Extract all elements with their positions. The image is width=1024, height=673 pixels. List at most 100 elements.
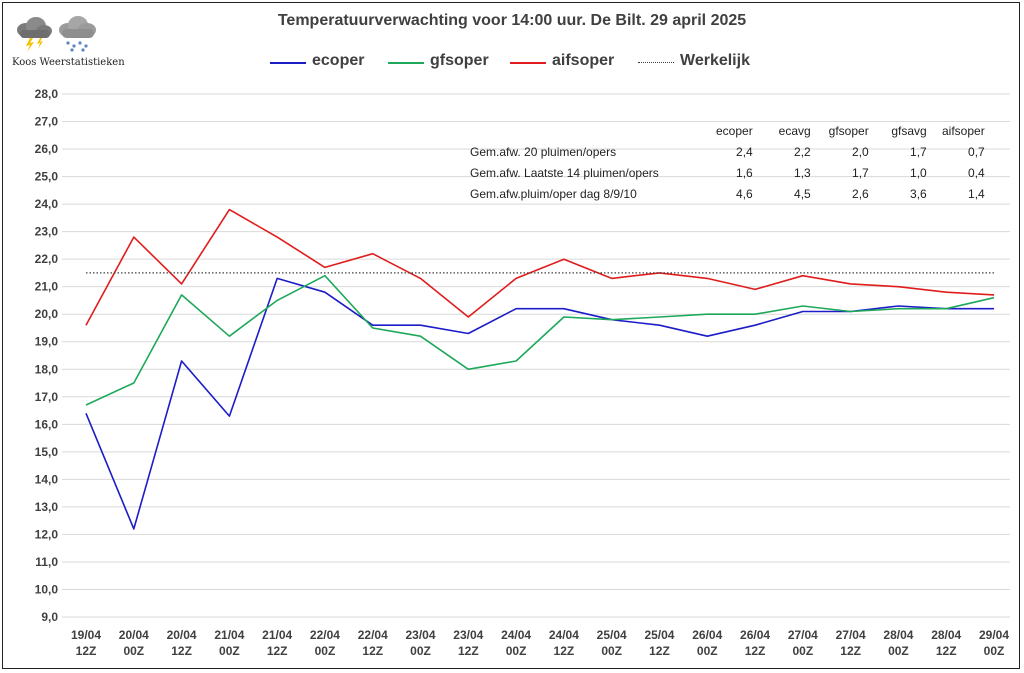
stats-row-label: Gem.afw. 20 pluimen/opers [470,144,617,159]
x-tick-label-date: 27/04 [788,628,818,642]
x-tick-label-time: 00Z [123,644,144,658]
y-tick-label: 23,0 [35,225,59,239]
x-tick-label-date: 22/04 [358,628,388,642]
x-tick-label-time: 00Z [506,644,527,658]
x-tick-label-date: 20/04 [119,628,149,642]
legend-swatch-ecoper [270,62,306,64]
y-tick-label: 14,0 [35,472,59,486]
legend-swatch-gfsoper [388,62,424,64]
y-tick-label: 19,0 [35,335,59,349]
stats-cell: 2,6 [852,186,869,201]
x-tick-label-date: 24/04 [501,628,531,642]
y-tick-label: 24,0 [35,197,59,211]
x-tick-label-time: 12Z [76,644,97,658]
x-tick-label-time: 12Z [362,644,383,658]
x-tick-label-time: 12Z [554,644,575,658]
stats-cell: 0,4 [968,165,985,180]
stats-cell: 1,0 [910,165,927,180]
x-tick-label-time: 12Z [840,644,861,658]
y-tick-label: 13,0 [35,500,59,514]
stats-cell: 1,7 [852,165,869,180]
legend-label-werkelijk: Werkelijk [680,52,750,69]
y-tick-label: 16,0 [35,417,59,431]
y-tick-label: 27,0 [35,115,59,129]
rain-cloud-icon [59,16,96,52]
stats-header-aifsoper: aifsoper [942,123,985,138]
stats-row: Gem.afw. Laatste 14 pluimen/opers 1,6 1,… [470,162,985,183]
y-tick-label: 10,0 [35,582,59,596]
x-tick-label-time: 12Z [936,644,957,658]
x-tick-label-date: 19/04 [71,628,101,642]
x-tick-label-date: 21/04 [214,628,244,642]
x-tick-label-time: 00Z [697,644,718,658]
stats-header-gfsoper: gfsoper [828,123,869,138]
stats-cell: 2,4 [736,144,753,159]
x-tick-label-time: 00Z [315,644,336,658]
x-tick-label-time: 00Z [601,644,622,658]
stats-row-label: Gem.afw. Laatste 14 pluimen/opers [470,165,659,180]
stats-cell: 2,0 [852,144,869,159]
stats-row: Gem.afw.pluim/oper dag 8/9/10 4,6 4,5 2,… [470,183,985,204]
thunder-cloud-icon [17,17,52,52]
x-tick-label-time: 00Z [984,644,1005,658]
x-tick-label-date: 20/04 [167,628,197,642]
legend-swatch-werkelijk [638,62,674,63]
y-tick-label: 26,0 [35,142,59,156]
y-tick-label: 12,0 [35,527,59,541]
x-tick-label-date: 23/04 [406,628,436,642]
stats-cell: 1,6 [736,165,753,180]
y-tick-label: 25,0 [35,170,59,184]
legend-label-ecoper: ecoper [312,52,365,69]
x-tick-label-date: 26/04 [740,628,770,642]
stats-header-ecavg: ecavg [778,123,811,138]
stats-cell: 4,5 [794,186,811,201]
stats-cell: 1,4 [968,186,985,201]
logo-text: Koos Weerstatistieken [12,57,125,68]
x-tick-label-date: 27/04 [836,628,866,642]
x-tick-label-date: 25/04 [597,628,627,642]
x-tick-label-date: 25/04 [644,628,674,642]
y-tick-label: 18,0 [35,362,59,376]
stats-header-gfsavg: gfsavg [891,123,927,138]
legend-label-gfsoper: gfsoper [430,52,489,69]
weather-logo-icon [17,16,96,52]
stats-table: ecoper ecavg gfsoper gfsavg aifsoper Gem… [470,120,985,204]
stats-cell: 2,2 [794,144,811,159]
x-tick-label-date: 28/04 [931,628,961,642]
stats-cell: 1,7 [910,144,927,159]
stats-header-row: ecoper ecavg gfsoper gfsavg aifsoper [470,120,985,141]
x-tick-label-time: 00Z [219,644,240,658]
x-tick-label-time: 12Z [171,644,192,658]
x-tick-label-time: 00Z [792,644,813,658]
x-tick-label-time: 00Z [888,644,909,658]
series-line-aifsoper [85,208,995,326]
legend-label-aifsoper: aifsoper [552,52,615,69]
x-tick-label-date: 23/04 [453,628,483,642]
y-tick-label: 9,0 [41,610,58,624]
y-tick-label: 15,0 [35,445,59,459]
x-tick-label-date: 29/04 [979,628,1009,642]
y-tick-label: 20,0 [35,307,59,321]
series-line-gfsoper [85,274,995,406]
x-tick-label-date: 21/04 [262,628,292,642]
stats-cell: 4,6 [736,186,753,201]
x-tick-label-time: 00Z [410,644,431,658]
stats-cell: 0,7 [968,144,985,159]
stats-cell: 1,3 [794,165,811,180]
x-tick-label-date: 22/04 [310,628,340,642]
y-tick-label: 17,0 [35,390,59,404]
stats-header-ecoper: ecoper [716,123,753,138]
y-tick-label: 22,0 [35,252,59,266]
legend-swatch-aifsoper [510,62,546,64]
y-tick-label: 11,0 [35,555,58,569]
y-tick-label: 21,0 [35,280,59,294]
x-tick-label-time: 12Z [267,644,288,658]
x-tick-label-date: 26/04 [692,628,722,642]
chart-title: Temperatuurverwachting voor 14:00 uur. D… [277,12,747,29]
stats-cell: 3,6 [910,186,927,201]
y-tick-label: 28,0 [35,87,59,101]
stats-row-label: Gem.afw.pluim/oper dag 8/9/10 [470,186,637,201]
x-tick-label-time: 12Z [745,644,766,658]
x-tick-label-time: 12Z [649,644,670,658]
